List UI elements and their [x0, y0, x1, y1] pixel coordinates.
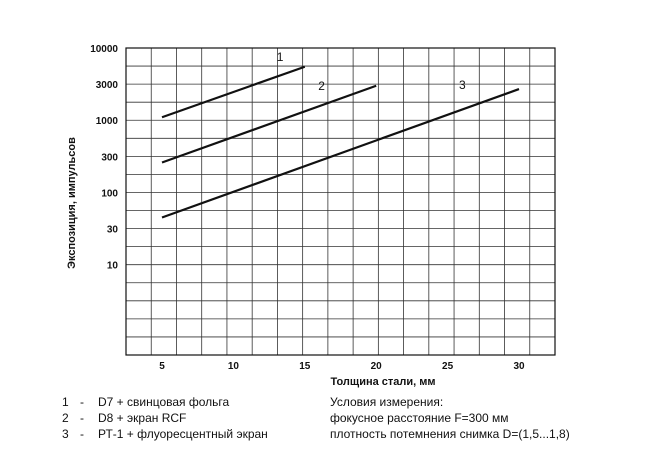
y-axis-title: Экспозиция, импульсов [66, 137, 78, 269]
series-line-2 [161, 84, 377, 164]
series-label-3: 3 [459, 78, 466, 92]
x-tick-label: 15 [299, 361, 311, 372]
legend-dash: - [80, 427, 84, 441]
x-tick-label: 25 [442, 361, 454, 372]
x-tick-label: 5 [159, 361, 165, 372]
x-axis-title: Толщина стали, мм [330, 376, 435, 388]
series-line-3 [161, 88, 520, 219]
legend-number: 1 [62, 395, 69, 409]
conditions-heading: Условия измерения: [330, 395, 444, 409]
y-tick-labels: 10000 3000 1000 300 100 30 10 [90, 44, 118, 272]
legend-number: 2 [62, 411, 69, 425]
legend-item: 2- D8 + экран RCF [62, 410, 268, 426]
x-tick-labels: 5 10 15 20 25 30 [159, 361, 525, 372]
legend-number: 3 [62, 427, 69, 441]
series-labels: 1 2 3 [277, 50, 466, 93]
legend-dash: - [80, 395, 84, 409]
x-tick-label: 10 [228, 361, 240, 372]
measurement-conditions: Условия измерения: фокусное расстояние F… [330, 394, 570, 442]
conditions-focal-distance: фокусное расстояние F=300 мм [330, 411, 509, 425]
series-lines [161, 65, 520, 219]
legend-dash: - [80, 411, 84, 425]
x-tick-label: 30 [513, 361, 525, 372]
plot-frame [125, 47, 556, 356]
legend-text: D7 + свинцовая фольга [98, 395, 230, 409]
legend-item: 1- D7 + свинцовая фольга [62, 394, 268, 410]
legend-text: D8 + экран RCF [98, 411, 187, 425]
y-tick-label: 10000 [90, 44, 118, 55]
y-tick-label: 3000 [96, 80, 119, 91]
legend-item: 3- РТ-1 + флуоресцентный экран [62, 426, 268, 442]
chart-grid [125, 47, 556, 356]
series-label-2: 2 [318, 79, 325, 93]
y-tick-label: 1000 [96, 116, 119, 127]
y-tick-label: 30 [107, 225, 119, 236]
series-label-1: 1 [277, 50, 284, 64]
x-tick-label: 20 [371, 361, 383, 372]
y-tick-label: 10 [107, 261, 119, 272]
legend-text: РТ-1 + флуоресцентный экран [98, 427, 268, 441]
series-line-1 [161, 65, 306, 119]
conditions-density: плотность потемнения снимка D=(1,5...1,8… [330, 427, 570, 441]
y-tick-label: 100 [101, 188, 118, 199]
legend: 1- D7 + свинцовая фольга 2- D8 + экран RCF… [62, 394, 268, 442]
y-tick-label: 300 [101, 152, 118, 163]
